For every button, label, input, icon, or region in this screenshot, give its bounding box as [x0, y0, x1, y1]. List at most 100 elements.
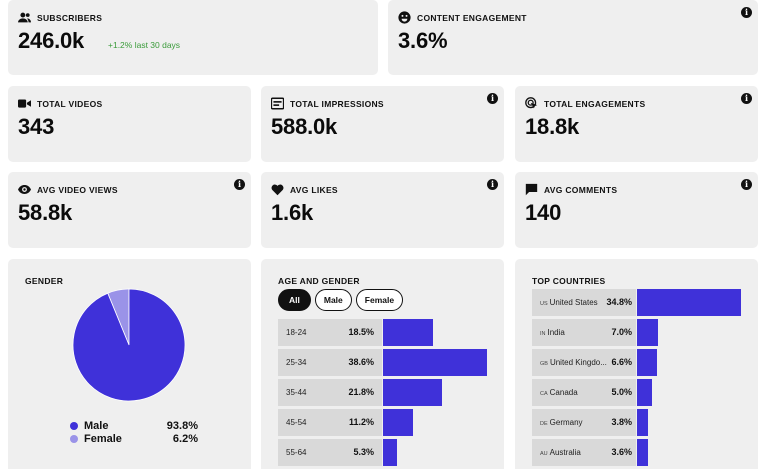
- country-label: India: [547, 328, 565, 337]
- age-bar-label: 45-54 11.2%: [278, 409, 382, 436]
- comment-icon: [525, 183, 538, 196]
- filter-male-button[interactable]: Male: [314, 289, 352, 311]
- age-bar: [383, 409, 414, 436]
- total-engagements-card: TOTAL ENGAGEMENTS 18.8k i: [515, 86, 758, 162]
- subscribers-title: SUBSCRIBERS: [37, 12, 103, 23]
- country-code: AU: [540, 451, 548, 457]
- legend-item-male: Male 93.8%: [70, 420, 198, 432]
- screen-icon: [271, 97, 284, 110]
- legend-value: 93.8%: [166, 420, 198, 432]
- total-videos-value: 343: [18, 114, 55, 139]
- age-bar-label: 25-34 38.6%: [278, 349, 382, 376]
- pointer-icon: [525, 97, 538, 109]
- info-icon[interactable]: i: [487, 93, 498, 104]
- avg-comments-card: AVG COMMENTS 140 i: [515, 172, 758, 248]
- info-icon[interactable]: i: [741, 179, 752, 190]
- gender-filter-group: All Male Female: [278, 289, 404, 311]
- avg-comments-title: AVG COMMENTS: [544, 184, 618, 195]
- country-name: CA Canada: [540, 388, 578, 397]
- country-bar: [637, 349, 657, 376]
- country-label: Canada: [549, 388, 578, 397]
- total-impressions-value: 588.0k: [271, 114, 338, 139]
- subscribers-value: 246.0k: [18, 28, 85, 53]
- country-name: DE Germany: [540, 418, 583, 427]
- smiley-icon: [398, 11, 411, 24]
- total-videos-title: TOTAL VIDEOS: [37, 98, 103, 109]
- age-bar: [383, 349, 487, 376]
- gender-pie-chart: [72, 288, 186, 402]
- country-percent-label: 7.0%: [611, 327, 632, 337]
- country-bar: [637, 409, 649, 436]
- age-range-label: 35-44: [286, 388, 307, 397]
- filter-all-button[interactable]: All: [278, 289, 311, 311]
- country-label: United Kingdo...: [549, 358, 607, 367]
- country-bar-label: DE Germany 3.8%: [532, 409, 636, 436]
- country-percent-label: 34.8%: [606, 297, 632, 307]
- gender-title: GENDER: [25, 276, 64, 286]
- country-name: AU Australia: [540, 448, 581, 457]
- age-bar: [383, 319, 433, 346]
- age-range-label: 55-64: [286, 448, 307, 457]
- age-percent-label: 18.5%: [348, 327, 374, 337]
- total-engagements-header: TOTAL ENGAGEMENTS: [525, 97, 645, 110]
- country-bar: [637, 289, 741, 316]
- age-gender-title: AGE AND GENDER: [278, 276, 360, 286]
- country-bar-row: DE Germany 3.8%: [532, 409, 742, 436]
- gender-card: GENDER Male 93.8% Female 6.2%: [8, 259, 251, 469]
- info-icon[interactable]: i: [487, 179, 498, 190]
- country-bar: [637, 319, 658, 346]
- total-videos-card: TOTAL VIDEOS 343: [8, 86, 251, 162]
- country-code: CA: [540, 391, 548, 397]
- female-dot-icon: [70, 435, 78, 443]
- avg-video-views-title: AVG VIDEO VIEWS: [37, 184, 118, 195]
- subscribers-header: SUBSCRIBERS: [18, 11, 102, 24]
- avg-likes-card: AVG LIKES 1.6k i: [261, 172, 504, 248]
- country-bar-row: US United States 34.8%: [532, 289, 742, 316]
- top-countries-card: TOP COUNTRIES US United States 34.8% IN Indi…: [515, 259, 758, 469]
- total-engagements-title: TOTAL ENGAGEMENTS: [544, 98, 646, 109]
- age-bar-row: 35-44 21.8%: [278, 377, 504, 406]
- age-bar-row: 18-24 18.5%: [278, 317, 504, 346]
- subscribers-card: SUBSCRIBERS 246.0k +1.2% last 30 days: [8, 0, 378, 75]
- country-code: GB: [540, 361, 548, 367]
- info-icon[interactable]: i: [234, 179, 245, 190]
- users-icon: [18, 12, 31, 23]
- age-bar-label: 35-44 21.8%: [278, 379, 382, 406]
- info-icon[interactable]: i: [741, 7, 752, 18]
- age-gender-card: AGE AND GENDER All Male Female 18-24 18.5…: [261, 259, 504, 469]
- legend-label: Female: [84, 433, 122, 445]
- country-bar-row: GB United Kingdo... 6.6%: [532, 349, 742, 376]
- age-bar-row: 25-34 38.6%: [278, 347, 504, 376]
- country-bar-row: AU Australia 3.6%: [532, 439, 742, 466]
- subscribers-delta: +1.2% last 30 days: [108, 40, 181, 50]
- avg-likes-header: AVG LIKES: [271, 183, 338, 196]
- male-dot-icon: [70, 422, 78, 430]
- video-camera-icon: [18, 99, 31, 108]
- country-percent-label: 3.6%: [611, 447, 632, 457]
- pie-slice-male: [72, 288, 186, 402]
- age-bar-label: 18-24 18.5%: [278, 319, 382, 346]
- info-icon[interactable]: i: [741, 93, 752, 104]
- country-bar-label: AU Australia 3.6%: [532, 439, 636, 466]
- heart-icon: [271, 184, 284, 196]
- country-bar-row: IN India 7.0%: [532, 319, 742, 346]
- country-bar-row: CA Canada 5.0%: [532, 379, 742, 406]
- age-percent-label: 5.3%: [353, 447, 374, 457]
- total-impressions-header: TOTAL IMPRESSIONS: [271, 97, 384, 110]
- age-percent-label: 11.2%: [348, 417, 374, 427]
- content-engagement-value: 3.6%: [398, 28, 448, 53]
- total-impressions-title: TOTAL IMPRESSIONS: [290, 98, 384, 109]
- top-countries-title: TOP COUNTRIES: [532, 276, 606, 286]
- avg-likes-value: 1.6k: [271, 200, 314, 225]
- country-name: US United States: [540, 298, 598, 307]
- country-label: Australia: [549, 448, 581, 457]
- age-bar-row: 45-54 11.2%: [278, 407, 504, 436]
- age-bar: [383, 439, 398, 466]
- content-engagement-title: CONTENT ENGAGEMENT: [417, 12, 527, 23]
- age-percent-label: 21.8%: [348, 387, 374, 397]
- filter-female-button[interactable]: Female: [355, 289, 404, 311]
- age-range-label: 18-24: [286, 328, 307, 337]
- country-bar-label: CA Canada 5.0%: [532, 379, 636, 406]
- avg-video-views-value: 58.8k: [18, 200, 73, 225]
- legend-item-female: Female 6.2%: [70, 433, 198, 445]
